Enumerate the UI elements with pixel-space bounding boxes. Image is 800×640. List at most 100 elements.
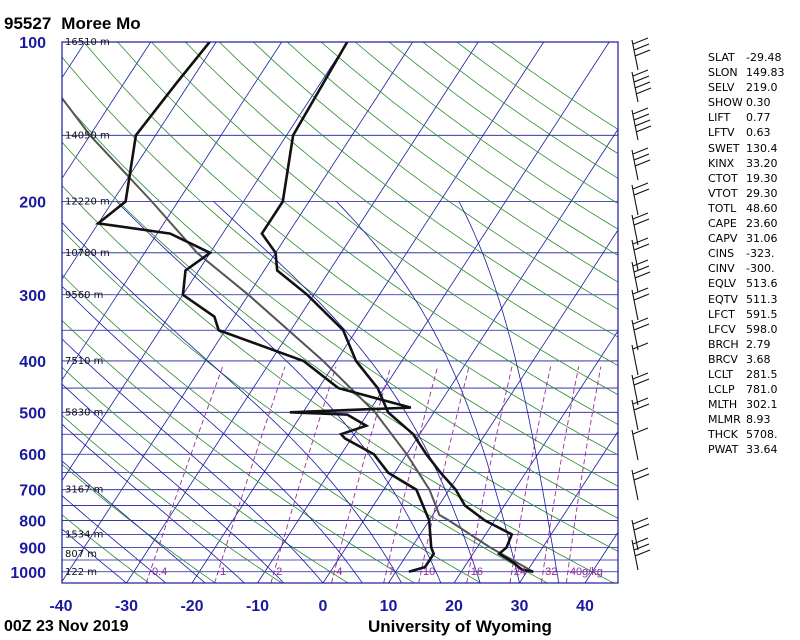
dry-adiabat [62,184,614,583]
index-name: CINV [708,262,735,276]
wind-barb-flag [633,243,650,251]
index-row: SELV 219.0 [708,80,785,95]
mixing-ratio-label: 32 [545,566,557,578]
index-name: LFTV [708,126,735,140]
index-row: LFTV 0.63 [708,125,785,140]
wind-barb-flag [632,147,649,155]
index-row: KINX 33.20 [708,156,785,171]
isotherm-line [519,430,618,583]
height-label: 7510 m [65,356,103,367]
wind-barb-flag [632,342,649,350]
index-row: THCK 5708. [708,427,785,442]
wind-barb-shaft [631,319,639,351]
index-name: LFCV [708,322,736,336]
index-row: CINV -300. [708,261,785,276]
height-label: 1534 m [65,529,103,540]
index-name: VTOT [708,186,738,200]
index-row: EQTV 511.3 [708,292,785,307]
dry-adiabat [62,463,216,583]
wind-barb-shaft [631,399,639,431]
moist-adiabat [336,201,520,583]
index-row: MLTH 302.1 [708,397,785,412]
wind-barb-flag [633,323,650,331]
height-label: 3167 m [65,485,103,496]
index-row: SHOW 0.30 [708,95,785,110]
mixing-ratio-label: 16 [471,566,483,578]
wind-barb-flag [633,378,650,386]
dry-adiabat [117,42,618,425]
index-name: CINS [708,247,735,261]
wind-barb-flag [632,107,649,115]
isotherm-line [62,42,86,79]
temperature-tick-label: -20 [180,598,203,615]
index-name: THCK [708,428,738,442]
plot-area [62,42,618,583]
index-row: LFCV 598.0 [708,322,785,337]
temperature-tick-label: 30 [511,598,529,615]
wind-barb-flag [633,523,650,531]
wind-barb-shaft [631,109,639,141]
temperature-tick-label: 10 [380,598,398,615]
wind-barb-flag [633,543,650,551]
wind-barb-shaft [631,239,639,271]
wind-barb-flag [633,473,650,481]
index-name: SLON [708,66,738,80]
index-name: SHOW [708,96,743,110]
index-value: 591.5 [746,307,778,321]
dry-adiabat [62,414,282,583]
wind-barb-flag [633,113,650,121]
wind-barb-flag [632,182,649,190]
wind-barb-flag [632,237,649,245]
height-label: 5830 m [65,407,103,418]
index-row: SLON 149.83 [708,65,785,80]
index-value: 511.3 [746,292,778,306]
wind-barb-flag [632,517,649,525]
temperature-tick-label: -40 [49,598,72,615]
height-label: 9560 m [65,290,103,301]
mixing-ratio-label: 40g/kg [570,566,603,578]
mixing-ratio-line [383,366,439,583]
mixing-ratio-line [214,366,286,583]
dry-adiabat [62,274,482,583]
temperature-tick-label: 20 [445,598,463,615]
index-row: TOTL 48.60 [708,201,785,216]
index-row: CINS -323. [708,246,785,261]
pressure-tick-label: 900 [19,541,46,558]
index-value: 33.64 [746,443,778,457]
index-name: SELV [708,81,735,95]
mixing-ratio-line [565,366,602,583]
wind-barb-flag [633,293,650,301]
index-value: 23.60 [746,217,778,231]
dry-adiabat [62,319,415,583]
index-name: EQTV [708,292,738,306]
wind-barb-shaft [631,71,639,103]
wind-barb-flag [635,125,652,133]
station-id: 95527 [4,14,52,33]
index-row: PWAT 33.64 [708,442,785,457]
index-row: EQLV 513.6 [708,276,785,291]
isotherm-line [62,42,414,583]
index-row: SLAT -29.48 [708,50,785,65]
dry-adiabat [219,42,618,338]
height-label: 12220 m [65,196,110,207]
isotherm-line [126,42,479,583]
stability-indices: SLAT -29.48 SLON 149.83 SELV 219.0 SHOW 0.30 LIF… [708,50,785,458]
wind-barb-flag [634,549,651,557]
index-value: -29.48 [746,51,782,64]
station-name: Moree Mo [61,14,141,33]
dry-adiabat [62,514,150,583]
wind-barb-flag [634,119,651,127]
index-value: -323. [746,247,775,261]
parcel-path [62,96,534,573]
wind-barb-flag [632,259,649,267]
index-value: 0.77 [746,111,771,125]
wind-barb-flag [634,271,651,279]
index-row: LFCT 591.5 [708,307,785,322]
pressure-tick-label: 600 [19,447,46,464]
index-value: 5708. [746,428,778,442]
wind-barb-flag [632,397,649,405]
index-name: PWAT [708,443,739,457]
mixing-ratio-label: 2 [276,566,282,578]
wind-barb-shaft [631,149,639,181]
dry-adiabat [62,141,618,552]
